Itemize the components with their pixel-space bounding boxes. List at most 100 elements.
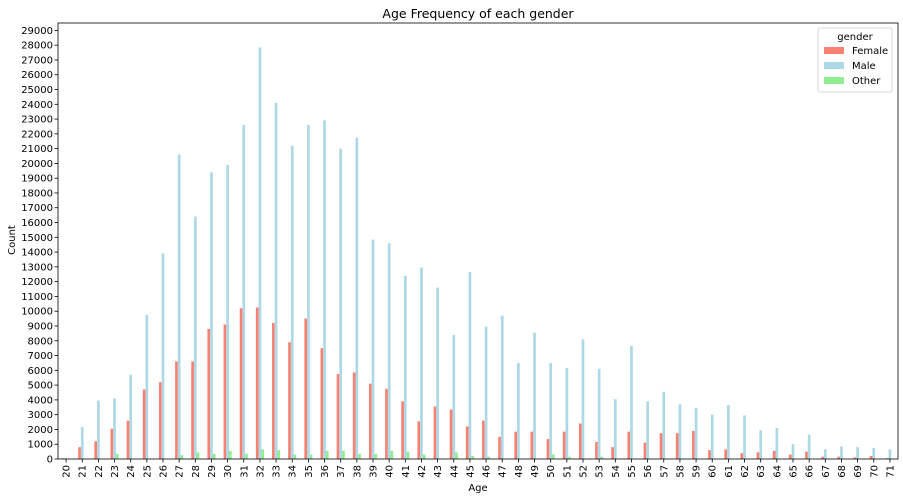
bar-other xyxy=(277,450,281,459)
y-tick-label: 25000 xyxy=(21,85,53,96)
bar-male xyxy=(630,345,633,459)
bar-female xyxy=(708,450,711,459)
bar-male xyxy=(420,267,423,459)
bar-male xyxy=(775,427,779,459)
bar-female xyxy=(498,436,501,459)
y-tick-label: 27000 xyxy=(21,55,53,66)
bar-female xyxy=(401,401,404,459)
bar-male xyxy=(145,314,149,459)
bar-other xyxy=(406,451,410,459)
y-tick-label: 28000 xyxy=(21,41,53,52)
bar-other xyxy=(390,450,394,459)
x-tick-label: 61 xyxy=(724,465,735,478)
bar-male xyxy=(646,401,649,459)
y-tick-label: 21000 xyxy=(21,144,53,155)
bar-male xyxy=(662,391,666,459)
x-tick-label: 58 xyxy=(675,465,686,478)
bar-female xyxy=(740,453,744,459)
bar-male xyxy=(161,253,165,459)
bar-male xyxy=(193,216,197,459)
bar-female xyxy=(223,324,227,459)
bar-male xyxy=(371,239,375,459)
bar-female xyxy=(627,431,631,459)
x-tick-label: 67 xyxy=(821,465,832,478)
x-tick-label: 28 xyxy=(191,465,202,478)
x-tick-label: 24 xyxy=(126,465,137,478)
bar-female xyxy=(320,348,324,459)
bar-other xyxy=(422,454,426,459)
bar-male xyxy=(436,287,439,459)
bar-male xyxy=(888,449,892,459)
bar-other xyxy=(568,456,571,459)
bar-male xyxy=(807,434,811,459)
bar-male xyxy=(856,447,859,459)
bar-male xyxy=(387,243,391,459)
x-tick-label: 57 xyxy=(659,465,670,478)
bar-female xyxy=(514,431,518,459)
bar-female xyxy=(110,428,114,459)
chart-title: Age Frequency of each gender xyxy=(382,6,574,21)
y-tick-label: 6000 xyxy=(28,366,53,377)
bar-other xyxy=(293,454,297,459)
legend-label-male: Male xyxy=(852,61,876,72)
bars xyxy=(62,47,892,460)
y-axis: 0 1000 2000 3000 4000 5000 6000 7000 8000 9000 100… xyxy=(21,26,58,466)
y-tick-label: 22000 xyxy=(21,129,53,140)
bar-female xyxy=(788,454,792,459)
y-tick-label: 1000 xyxy=(28,440,53,451)
x-tick-label: 48 xyxy=(514,465,525,478)
bar-male xyxy=(694,408,698,459)
x-tick-label: 56 xyxy=(643,465,654,478)
y-tick-label: 18000 xyxy=(21,188,53,199)
x-tick-label: 25 xyxy=(142,465,153,478)
bar-female xyxy=(465,426,469,459)
y-tick-label: 3000 xyxy=(28,410,53,421)
bar-male xyxy=(226,164,229,459)
x-tick-label: 30 xyxy=(223,465,234,478)
x-tick-label: 40 xyxy=(385,465,396,478)
bar-female xyxy=(255,307,259,459)
bar-female xyxy=(449,409,453,459)
legend-label-other: Other xyxy=(852,76,881,87)
bar-other xyxy=(552,454,555,459)
bar-male xyxy=(791,444,795,459)
y-tick-label: 11000 xyxy=(21,292,53,303)
y-tick-label: 20000 xyxy=(21,159,53,170)
x-tick-label: 65 xyxy=(789,465,800,478)
bar-female xyxy=(158,382,162,459)
bar-female xyxy=(546,439,550,459)
bar-male xyxy=(678,404,682,459)
bar-female xyxy=(772,450,776,459)
bar-female xyxy=(724,449,728,459)
bar-female xyxy=(611,447,614,459)
bar-male xyxy=(597,368,601,459)
bar-female xyxy=(94,441,98,459)
x-tick-label: 68 xyxy=(837,465,848,478)
bar-female xyxy=(643,442,647,459)
bar-other xyxy=(180,455,184,459)
y-tick-label: 9000 xyxy=(28,321,53,332)
bar-female xyxy=(336,374,340,459)
x-tick-label: 33 xyxy=(272,465,283,478)
bar-female xyxy=(385,388,388,459)
bar-other xyxy=(487,456,491,459)
bar-female xyxy=(207,328,211,459)
x-tick-label: 62 xyxy=(740,465,751,478)
x-tick-label: 44 xyxy=(449,465,460,478)
bar-other xyxy=(261,449,264,459)
x-tick-label: 71 xyxy=(885,465,896,478)
y-tick-label: 13000 xyxy=(21,262,53,273)
x-tick-label: 34 xyxy=(288,465,299,478)
legend-label-female: Female xyxy=(852,46,888,57)
bar-male xyxy=(581,339,585,459)
bar-male xyxy=(565,368,569,459)
bar-male xyxy=(727,405,730,459)
bar-other xyxy=(374,453,378,459)
bar-female xyxy=(304,318,308,459)
x-tick-label: 60 xyxy=(708,465,719,478)
legend-swatch-male xyxy=(824,62,844,69)
x-tick-label: 21 xyxy=(78,465,89,478)
bar-other xyxy=(325,450,329,459)
y-tick-label: 26000 xyxy=(21,70,53,81)
bar-female xyxy=(239,308,243,459)
